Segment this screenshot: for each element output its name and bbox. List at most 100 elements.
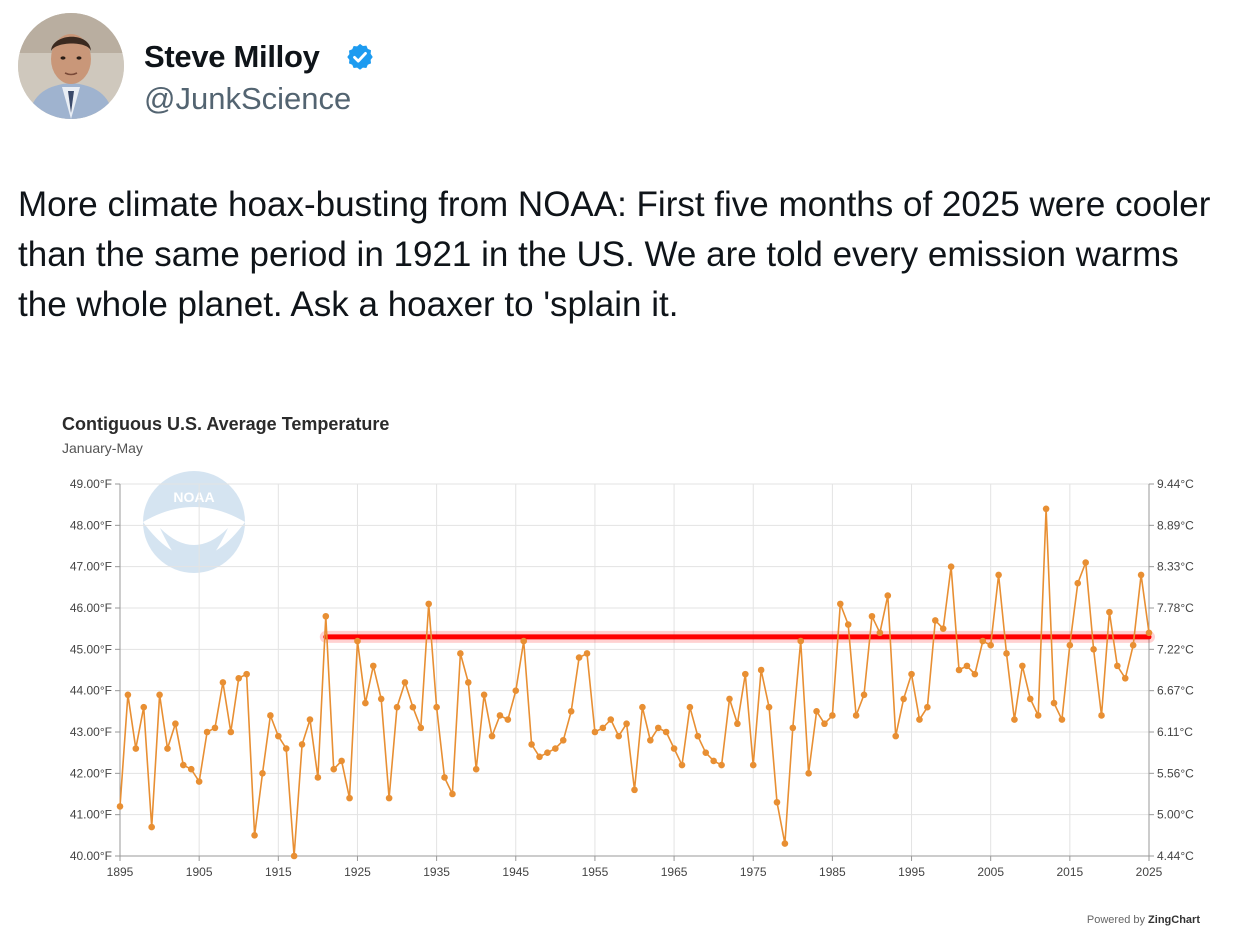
x-tick-label: 1985 (819, 865, 846, 879)
x-tick-label: 1915 (265, 865, 292, 879)
data-point (797, 637, 805, 645)
data-point (1042, 505, 1050, 513)
x-tick-label: 1975 (740, 865, 767, 879)
data-point (132, 745, 140, 752)
data-point (979, 637, 987, 645)
data-point (322, 612, 330, 620)
data-point (393, 703, 401, 711)
data-point (583, 650, 591, 657)
data-point (528, 741, 535, 748)
powered-by-label[interactable]: Powered by ZingChart (1086, 914, 1200, 926)
data-point (520, 637, 527, 645)
data-point (971, 670, 979, 678)
data-point (1114, 662, 1121, 670)
data-point (947, 563, 955, 570)
data-point (1121, 674, 1129, 682)
data-point (670, 745, 678, 752)
data-point (631, 786, 638, 794)
avatar[interactable] (18, 13, 124, 119)
data-point (251, 832, 258, 839)
data-point (702, 749, 710, 756)
y-tick-label-left: 42.00°F (70, 766, 112, 780)
x-tick-label: 1965 (661, 865, 688, 879)
data-point (441, 774, 448, 781)
x-tick-label: 2015 (1056, 865, 1083, 879)
data-point (512, 687, 520, 694)
data-point (1137, 571, 1145, 579)
noaa-logo-watermark: NOAA (143, 471, 245, 573)
author-handle[interactable]: @JunkScience (144, 81, 352, 116)
data-point (1050, 699, 1058, 707)
data-point (330, 765, 338, 773)
chart-title: Contiguous U.S. Average Temperature (62, 414, 390, 434)
y-tick-label-right: 7.78°C (1157, 601, 1194, 615)
data-point (623, 720, 630, 728)
y-tick-label-left: 48.00°F (70, 518, 112, 532)
data-point (457, 650, 464, 657)
data-point (369, 662, 377, 670)
x-tick-label: 1935 (423, 865, 450, 879)
data-point (164, 745, 171, 752)
data-point (908, 670, 915, 678)
data-point (749, 761, 757, 769)
data-point (876, 629, 884, 637)
y-tick-label-left: 41.00°F (70, 808, 112, 822)
data-point (575, 654, 583, 661)
y-tick-label-right: 7.22°C (1157, 642, 1194, 656)
data-point (362, 699, 369, 707)
data-point (425, 600, 433, 608)
data-point (567, 708, 575, 715)
data-point (227, 728, 235, 736)
data-point (654, 724, 662, 732)
y-tick-label-right: 8.89°C (1157, 518, 1194, 532)
data-point (259, 770, 266, 777)
data-point (306, 716, 314, 723)
data-point (987, 641, 994, 649)
data-point (860, 691, 868, 699)
data-point (1098, 712, 1105, 719)
chart-image[interactable]: Contiguous U.S. Average Temperature Janu… (40, 392, 1220, 932)
y-tick-label-right: 4.44°C (1157, 849, 1194, 863)
data-point (718, 761, 725, 769)
data-point (757, 666, 765, 674)
data-point (710, 757, 717, 765)
data-point (1106, 608, 1113, 616)
x-tick-label: 1955 (582, 865, 609, 879)
data-point (639, 703, 646, 711)
y-tick-label-right: 9.44°C (1157, 477, 1194, 491)
data-point (694, 732, 702, 740)
data-point (829, 712, 836, 719)
data-point (765, 703, 773, 711)
author-name[interactable]: Steve Milloy (144, 39, 320, 74)
data-point (931, 617, 939, 624)
x-tick-label: 1925 (344, 865, 371, 879)
data-point (1034, 712, 1042, 719)
data-point (180, 761, 187, 769)
data-point (868, 612, 876, 620)
x-tick-label: 1905 (186, 865, 213, 879)
data-point (734, 720, 741, 728)
data-point (544, 749, 551, 756)
data-point (116, 803, 124, 810)
tweet-text: More climate hoax-busting from NOAA: Fir… (18, 185, 1211, 324)
data-point (939, 625, 947, 632)
temperature-line-chart: NOAA 40.00°F 4.44°C 41.00°F 5.00°C 42.00°F 5.… (70, 471, 1194, 879)
y-tick-label-left: 49.00°F (70, 477, 112, 491)
data-point (275, 732, 282, 740)
data-point (449, 790, 456, 798)
data-point (844, 621, 852, 628)
data-point (1011, 716, 1018, 723)
data-point (243, 670, 250, 678)
data-point (338, 757, 345, 765)
data-point (805, 770, 812, 777)
data-point (591, 728, 599, 736)
data-point (282, 745, 290, 752)
data-point (607, 716, 615, 723)
data-point (1058, 716, 1066, 723)
data-point (219, 679, 227, 686)
data-point (916, 716, 923, 723)
data-point (647, 736, 654, 744)
data-point (900, 695, 907, 703)
data-point (1090, 646, 1097, 653)
data-point (203, 728, 211, 736)
